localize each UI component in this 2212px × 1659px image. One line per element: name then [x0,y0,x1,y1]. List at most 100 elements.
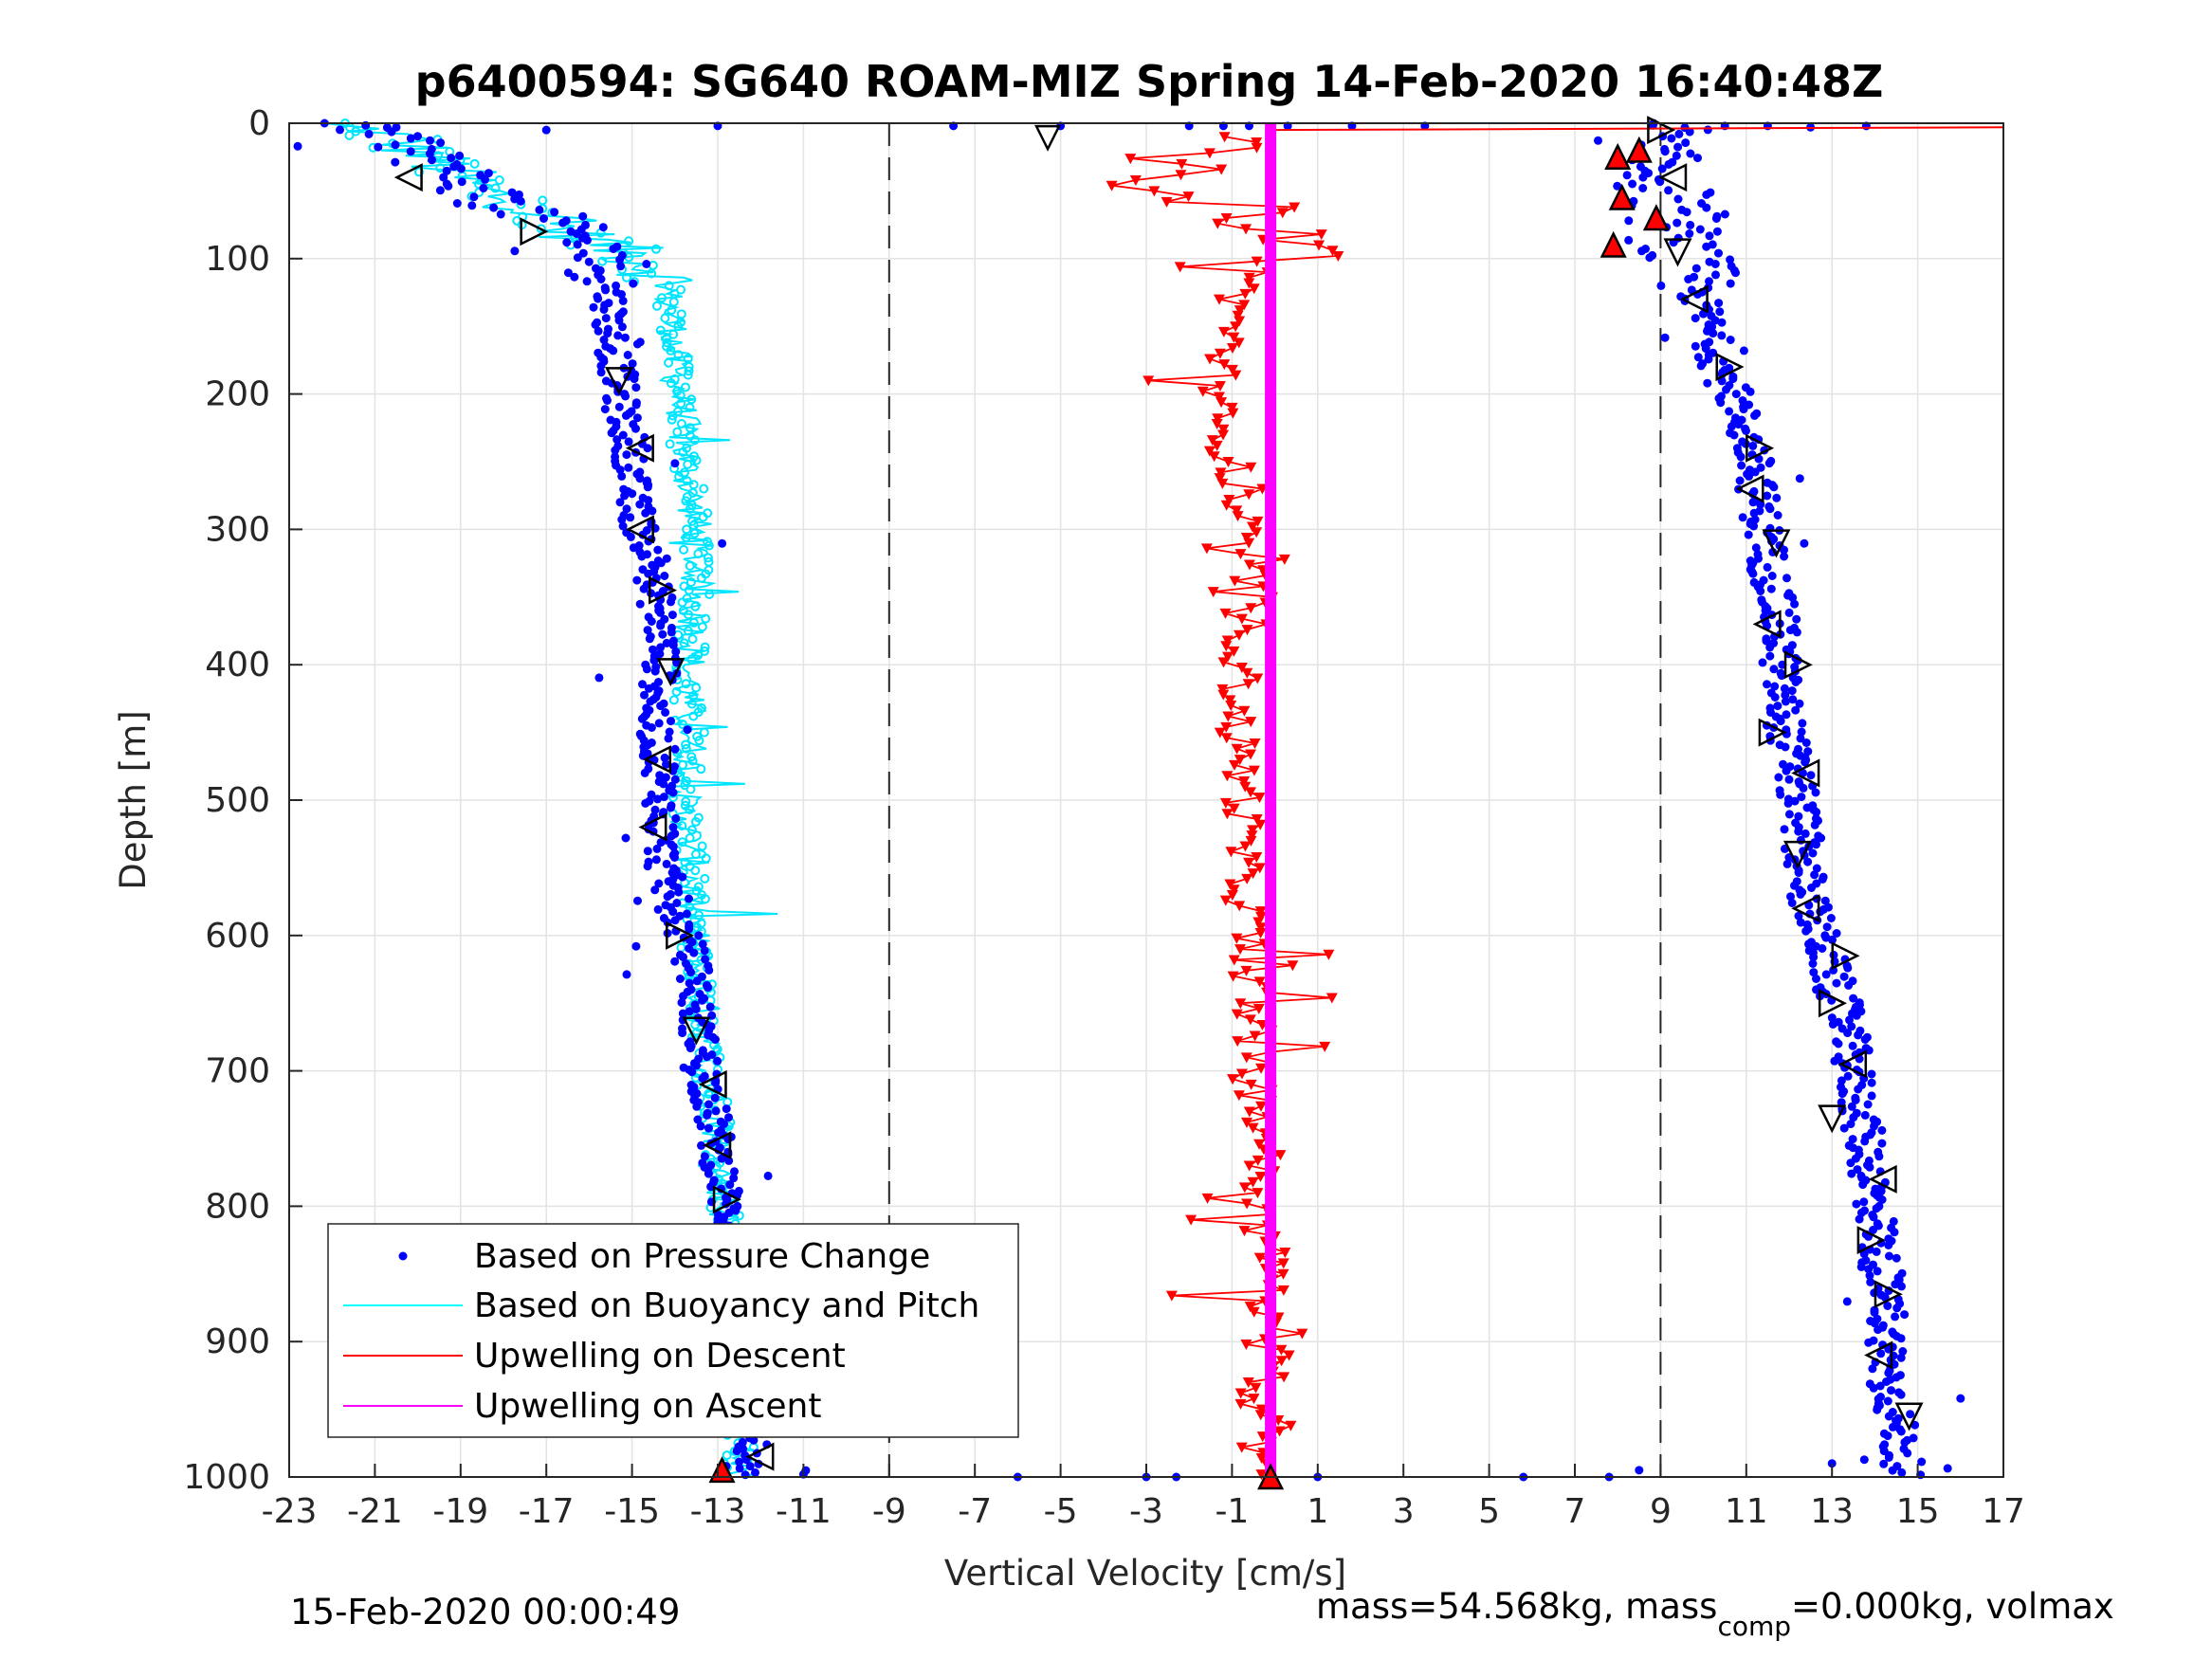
pressure-change-ascent-point [1854,1085,1863,1094]
pressure-change-ascent-point [1703,125,1712,135]
pressure-change-descent-point [656,702,666,711]
pressure-change-descent-point [660,753,669,762]
pressure-change-descent-point [635,599,645,609]
buoyancy-pitch-point [490,183,501,193]
upwelling-descent-point [1243,272,1255,283]
pressure-change-ascent-point [1776,790,1785,799]
pressure-change-ascent-point [1868,1364,1877,1374]
pressure-change-ascent-point [1638,173,1648,182]
buoyancy-pitch-point [672,427,683,437]
pressure-change-descent-point [624,437,633,447]
descent-triangle-marker [642,745,671,775]
descent-triangle-marker [625,515,654,544]
pressure-change-descent-point [667,597,675,607]
pressure-change-ascent-point [1742,426,1750,435]
pressure-change-descent-point [507,188,517,197]
pressure-change-descent-point [649,656,659,665]
upwelling-descent-point [1252,673,1264,684]
pressure-change-descent-point [653,545,663,555]
upwelling-descent-point [1254,1410,1267,1421]
y-tick-label: 500 [205,781,270,820]
pressure-change-descent-point [659,793,668,802]
upwelling-descent-point [1251,851,1263,863]
pressure-change-descent-point [685,924,694,934]
pressure-change-descent-point [449,162,459,172]
pressure-change-ascent-point [1853,1165,1862,1175]
pressure-change-descent-point [654,719,664,728]
pressure-change-ascent-point [1712,227,1722,236]
pressure-change-descent-point [717,1154,726,1163]
pressure-change-descent-point [641,798,650,808]
upwelling-descent-point [1248,283,1260,295]
pressure-change-ascent-point [1891,1312,1900,1322]
upwelling-descent-point [1233,1090,1245,1102]
pressure-change-descent-point [711,1035,720,1044]
pressure-change-ascent-point [1896,1353,1906,1362]
pressure-change-ascent-point [1796,918,1805,927]
buoyancy-pitch-point [683,626,693,636]
ascent-triangle-marker [1894,1402,1924,1431]
pressure-change-ascent-point [1796,835,1805,845]
upwelling-descent-point [1239,781,1252,793]
upwelling-descent-point [1216,684,1229,695]
upwelling-descent-point [1243,489,1255,501]
pressure-change-descent-point [685,894,693,903]
red-triangle-marker [1604,142,1632,170]
pressure-change-ascent-point [1846,1120,1856,1129]
upwelling-descent-point [1253,793,1266,804]
pressure-change-descent-point [686,968,696,977]
pressure-change-descent-point [687,1067,697,1077]
upwelling-descent-point [1278,1372,1290,1383]
pressure-change-ascent-point [1872,1204,1881,1213]
buoyancy-pitch-point [647,268,657,279]
pressure-change-ascent-point [1856,1208,1866,1217]
pressure-change-ascent-point [1822,922,1832,932]
pressure-change-ascent-point [1622,171,1632,180]
buoyancy-pitch-point [712,1044,722,1054]
pressure-change-ascent-point [1770,682,1780,691]
pressure-change-ascent-point [1804,939,1813,949]
buoyancy-pitch-point [668,695,679,705]
pressure-change-ascent-point [1594,136,1602,145]
pressure-change-descent-point [582,277,592,286]
pressure-change-ascent-point [1794,827,1803,836]
pressure-change-ascent-point [1790,599,1800,609]
pressure-change-ascent-point [1847,1102,1856,1111]
buoyancy-pitch-point [682,492,692,502]
pressure-change-ascent-point [1829,965,1838,975]
buoyancy-pitch-point [686,654,697,665]
upwelling-descent-point [1245,717,1257,728]
buoyancy-pitch-point [681,679,691,689]
upwelling-descent-point [1244,1014,1256,1026]
y-tick-label: 900 [205,1322,270,1361]
pressure-change-descent-point [704,1123,713,1133]
upwelling-descent-point [1287,960,1299,972]
buoyancy-pitch-point [655,325,666,336]
descent-triangle-marker [648,575,678,605]
pressure-change-ascent-point [1685,127,1694,137]
upwelling-descent-point [1224,695,1236,706]
pressure-change-descent-point [672,658,682,667]
pressure-change-ascent-point [1839,1123,1849,1133]
upwelling-descent-point [1251,137,1263,148]
upwelling-descent-point [1277,1285,1289,1296]
upwelling-descent-point [1246,830,1258,842]
pressure-change-descent-point [631,383,641,392]
pressure-change-descent-point [670,853,679,862]
pressure-change-ascent-point [1736,452,1746,462]
footer-date: 15-Feb-2020 00:00:49 [290,1592,680,1632]
buoyancy-pitch-point [686,825,697,835]
pressure-change-descent-point [591,320,600,329]
upwelling-descent-point [1235,1068,1248,1080]
pressure-change-descent-point [624,463,633,472]
ascent-triangle-marker [1679,284,1709,314]
buoyancy-pitch-point [650,244,661,254]
buoyancy-pitch-point [679,638,689,648]
pressure-change-descent-point [720,1120,728,1129]
upwelling-descent-point [1219,608,1232,619]
upwelling-descent-point [1234,1398,1247,1410]
marker-layer [393,116,1924,1490]
buoyancy-pitch-point [666,345,676,356]
upwelling-descent-point [1213,392,1225,403]
pressure-change-descent-point [614,316,624,325]
